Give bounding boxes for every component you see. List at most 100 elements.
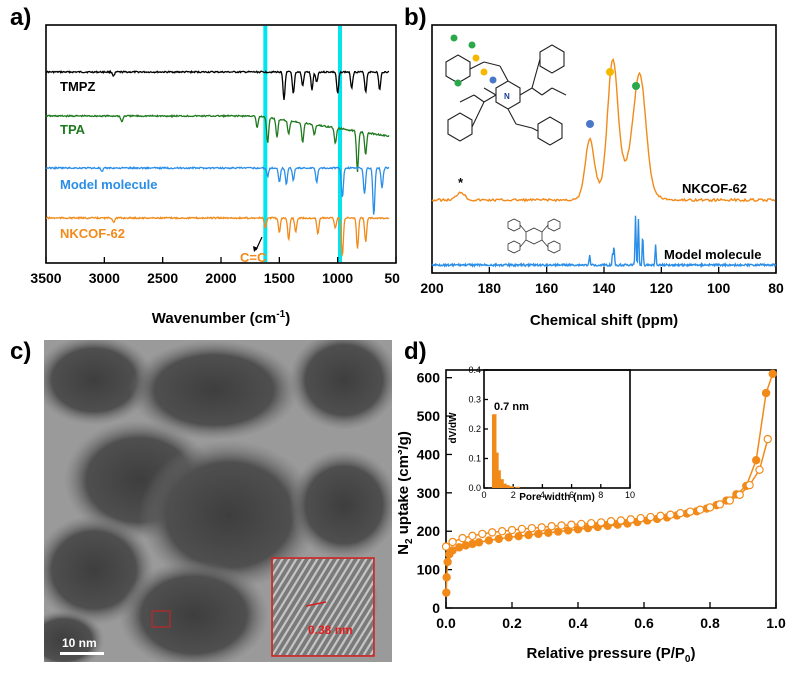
- tem-image: 10 nm 0.38 nm: [44, 340, 392, 662]
- isotherm-point-desorption: [676, 508, 685, 518]
- structure-dot-green-2: [468, 41, 476, 49]
- nmr-x-tick-label: 180: [478, 280, 502, 296]
- structure-dot-yellow-2: [480, 68, 488, 76]
- inset-bar: [496, 470, 501, 488]
- inset-bar: [502, 483, 507, 488]
- inset-plot-frame: [483, 369, 631, 489]
- inset-x-tick-label: 10: [625, 490, 635, 500]
- ftir-chart: 3500 3000 2500 2000 1500 1000 500 Wavenumber (…: [30, 24, 400, 327]
- isotherm-y-tick-label: 600: [417, 370, 441, 386]
- isotherm-point-desorption: [636, 513, 645, 523]
- tem-lattice-fringe: [292, 559, 354, 655]
- nmr-peak-marker-green: [632, 82, 640, 90]
- inset-y-tick-label: 0.3: [468, 395, 481, 405]
- isotherm-point-desorption: [468, 531, 477, 541]
- isotherm-point-desorption: [646, 512, 655, 522]
- isotherm-point-desorption: [596, 518, 606, 527]
- tem-lattice-fringe: [273, 559, 305, 611]
- isotherm-point-desorption: [745, 480, 754, 490]
- isotherm-point-desorption: [735, 490, 744, 499]
- ftir-x-tick-label: 500: [384, 270, 400, 286]
- isotherm-point-adsorption: [514, 532, 523, 541]
- isotherm-point-desorption: [497, 527, 507, 536]
- isotherm-point-desorption: [577, 519, 586, 529]
- nmr-x-tick-label: 140: [592, 280, 616, 296]
- structure-dot-blue: [489, 76, 497, 84]
- isotherm-point-adsorption: [442, 573, 451, 582]
- isotherm-point-adsorption: [504, 533, 513, 542]
- tem-lattice-fringe: [341, 603, 373, 655]
- tem-lattice-fringe: [273, 559, 298, 600]
- structure-n-label-1: N: [504, 92, 510, 101]
- isotherm-point-desorption: [705, 503, 715, 512]
- isotherm-x-tick-label: 0.2: [502, 615, 522, 631]
- isotherm-point-desorption: [656, 511, 665, 521]
- inset-y-tick-label: 0.2: [468, 424, 481, 434]
- ftir-trace: [45, 165, 390, 215]
- ftir-trace: [46, 69, 390, 100]
- inset-bar: [509, 486, 514, 488]
- isotherm-point-adsorption: [484, 536, 494, 545]
- isotherm-point-desorption: [616, 516, 626, 525]
- tem-lattice-fringe: [273, 559, 291, 588]
- isotherm-line-desorption: [445, 438, 769, 548]
- isotherm-point-adsorption: [494, 534, 504, 544]
- tem-lattice-fringe: [320, 568, 373, 655]
- tem-lattice-fringe: [273, 559, 319, 634]
- panel-letter-b: b): [404, 4, 427, 31]
- nmr-annotation-star: *: [458, 175, 464, 190]
- isotherm-y-tick-label: 200: [417, 523, 441, 539]
- tem-lattice-fringe: [273, 559, 333, 655]
- tem-lattice-fringe: [299, 559, 361, 655]
- ftir-label-model: Model molecule: [60, 177, 158, 192]
- nmr-chart: 200 180 160 140 120 100 80 Chemical shift (ppm…: [420, 24, 784, 329]
- nmr-x-tick-label: 120: [650, 280, 674, 296]
- ftir-trace: [45, 215, 390, 256]
- tem-lattice-fringe: [306, 559, 368, 655]
- isotherm-point-desorption: [487, 528, 497, 537]
- tem-lattice-fringe: [313, 559, 373, 655]
- isotherm-point-desorption: [507, 525, 517, 535]
- isotherm-y-tick-label: 300: [417, 485, 441, 501]
- ftir-x-tick-label: 1000: [322, 270, 353, 286]
- isotherm-point-desorption: [626, 515, 635, 524]
- nmr-x-tick-label: 200: [420, 280, 444, 296]
- isotherm-point-adsorption: [752, 456, 761, 465]
- isotherm-point-adsorption: [442, 588, 451, 597]
- isotherm-point-desorption: [695, 505, 705, 514]
- inset-y-tick-label: 0.4: [468, 365, 481, 375]
- isotherm-point-desorption: [686, 507, 695, 516]
- ftir-x-tick-label: 3500: [30, 270, 61, 286]
- nmr-x-tick-label: 100: [707, 280, 731, 296]
- nmr-peak-marker-yellow: [606, 68, 614, 76]
- model-structure-diagram: [507, 218, 561, 254]
- inset-x-tick-label: 8: [598, 490, 603, 500]
- panel-letter-d: d): [404, 338, 427, 365]
- panel-letter-c: c): [10, 338, 32, 365]
- inset-y-axis-label: dV/dW: [448, 412, 459, 444]
- isotherm-y-tick-label: 500: [417, 408, 441, 424]
- inset-y-tick-label: 0.1: [468, 454, 481, 464]
- inset-bar: [515, 486, 520, 488]
- tem-lattice-fringe: [278, 559, 340, 655]
- isotherm-x-tick-label: 0.8: [700, 615, 720, 631]
- isotherm-point-adsorption: [448, 546, 457, 555]
- nmr-trace-nkcof: [431, 57, 776, 203]
- ftir-x-tick-label: 2500: [147, 270, 178, 286]
- tem-lattice-fringe: [273, 559, 326, 646]
- nmr-x-axis-label: Chemical shift (ppm): [530, 312, 678, 329]
- inset-y-tick-label: 0.0: [468, 483, 481, 493]
- nmr-x-tick-label: 80: [768, 280, 784, 296]
- tem-scale-bar: [60, 652, 104, 655]
- inset-bar: [499, 479, 504, 488]
- isotherm-point-desorption: [458, 533, 467, 543]
- isotherm-point-desorption: [537, 523, 546, 532]
- inset-bar: [494, 452, 499, 488]
- panel-letter-a: a): [10, 4, 32, 31]
- isotherm-point-desorption: [448, 537, 457, 547]
- ftir-annotation-cc: C=C: [240, 250, 267, 265]
- structure-dot-green-1: [450, 34, 458, 42]
- isotherm-x-axis-label: Relative pressure (P/P0): [527, 645, 696, 665]
- isotherm-point-desorption: [557, 521, 566, 530]
